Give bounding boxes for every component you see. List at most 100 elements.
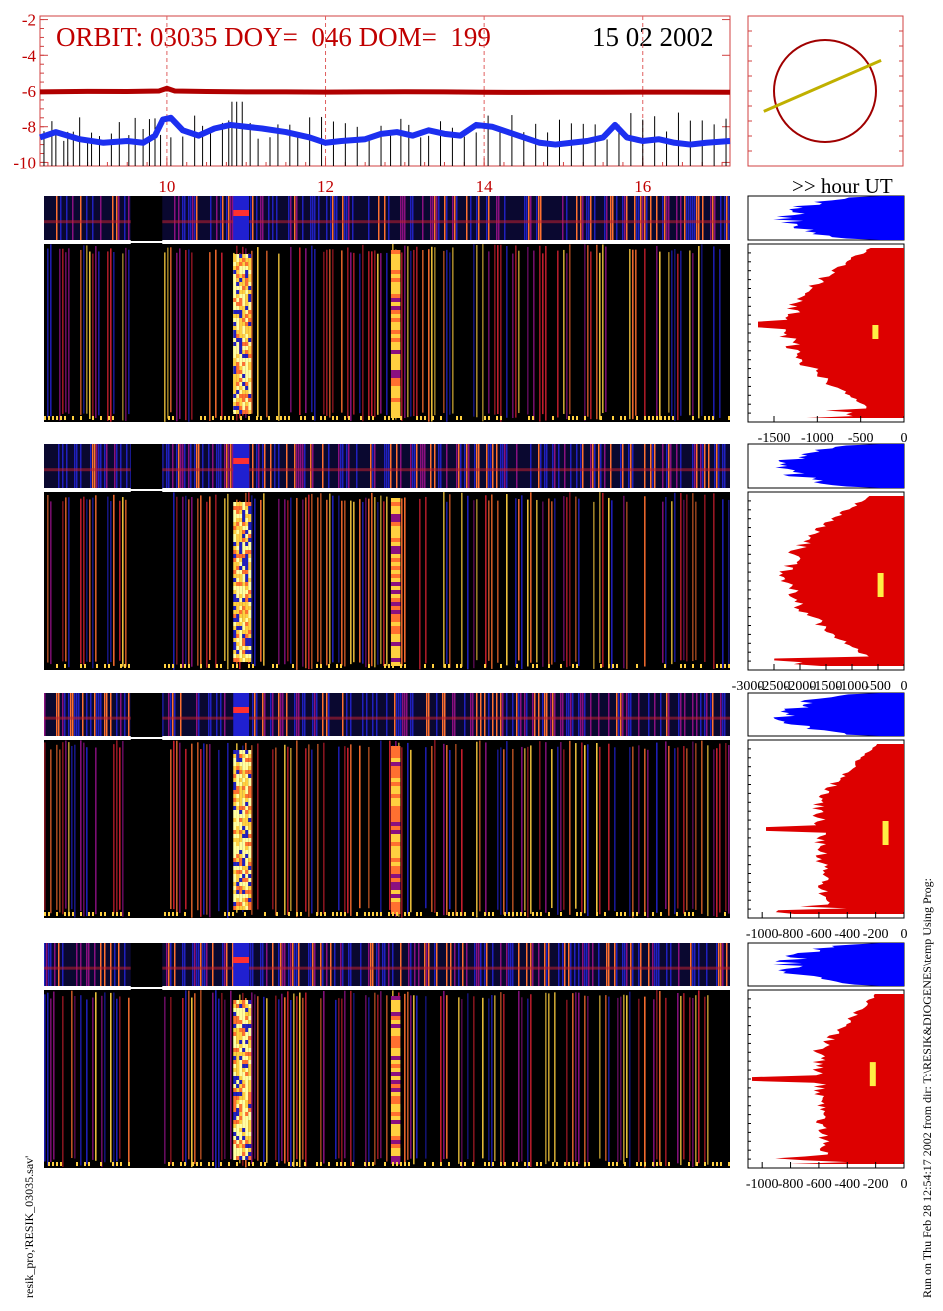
band-cell [236,570,240,574]
band-cell [236,870,240,874]
secondary-band-cell [390,654,401,658]
band-cell [248,574,252,578]
band-cell [242,814,246,818]
strip-column [586,943,588,986]
band-cell [236,1040,240,1044]
band-cell [242,894,246,898]
bottom-speckle [328,1162,330,1166]
strip-column [476,693,478,736]
streak [557,746,559,915]
strip-column [110,693,112,736]
streak [110,501,112,663]
band-cell [245,862,249,866]
strip-column [252,196,254,240]
streak [521,746,523,914]
secondary-band-cell [390,298,401,302]
band-cell [239,1132,243,1136]
band-cell [242,382,246,386]
strip-column [716,444,718,488]
band-cell [239,806,243,810]
hist-x-tick-label: -200 [863,927,889,942]
strip-band-red [233,957,250,963]
band-cell [248,1012,252,1016]
secondary-band-cell [390,1108,401,1112]
strip-column [50,943,52,986]
strip-column [412,196,414,240]
bottom-speckle [340,912,342,916]
band-cell [236,342,240,346]
band-cell [248,642,252,646]
band-cell [239,810,243,814]
band-cell [233,794,237,798]
bottom-speckle [696,1162,698,1166]
streak [80,740,82,912]
band-cell [242,862,246,866]
strip-column [640,196,642,240]
streak [671,250,673,417]
bottom-speckle [604,912,606,916]
strip-column [212,444,214,488]
strip-column [564,943,566,986]
band-cell [242,1096,246,1100]
strip-column [220,693,222,736]
strip-column [410,943,412,986]
histogram-main-area [766,744,904,914]
band-cell [239,646,243,650]
band-cell [242,610,246,614]
band-cell [236,294,240,298]
band-cell [233,590,237,594]
bottom-speckle [64,912,66,916]
band-cell [239,1080,243,1084]
streak [410,250,412,417]
band-cell [233,1156,237,1160]
bottom-speckle [576,416,578,420]
streak [185,495,187,665]
strip-column [112,196,114,240]
secondary-band-cell [390,402,401,406]
band-cell [242,582,246,586]
bottom-speckle [128,912,130,916]
streak [455,744,457,916]
hist-x-tick-label: -600 [806,1177,832,1192]
strip-column [372,943,374,986]
hist-x-tick-label: -1000 [801,431,834,446]
band-cell [248,394,252,398]
strip-column [554,693,556,736]
band-cell [233,774,237,778]
band-cell [236,638,240,642]
streak [680,493,682,661]
streak [446,249,448,422]
data-gap [130,693,163,918]
streak [401,747,403,918]
streak [260,499,262,662]
bottom-speckle [252,1162,254,1166]
strip-column [680,444,682,488]
band-cell [248,754,252,758]
secondary-band-cell [390,1148,401,1152]
bottom-speckle [484,664,486,668]
band-cell [245,578,249,582]
strip-band [44,966,730,970]
band-cell [233,630,237,634]
strip-column [410,444,412,488]
band-cell [242,326,246,330]
band-cell [239,610,243,614]
hist-x-tick-label: 0 [901,431,908,446]
streak [434,740,436,913]
band-cell [233,326,237,330]
strip-column [656,196,658,240]
band-cell [233,838,237,842]
band-cell [245,810,249,814]
streak [227,493,229,670]
streak [665,997,667,1167]
streak [548,993,550,1162]
band-cell [248,774,252,778]
band-cell [236,1148,240,1152]
streak [89,251,91,420]
strip-column [400,444,402,488]
strip-column [258,444,260,488]
bottom-speckle [720,1162,722,1166]
band-cell [248,874,252,878]
date-label: 15 02 2002 [592,22,714,52]
strip-column [310,943,312,986]
